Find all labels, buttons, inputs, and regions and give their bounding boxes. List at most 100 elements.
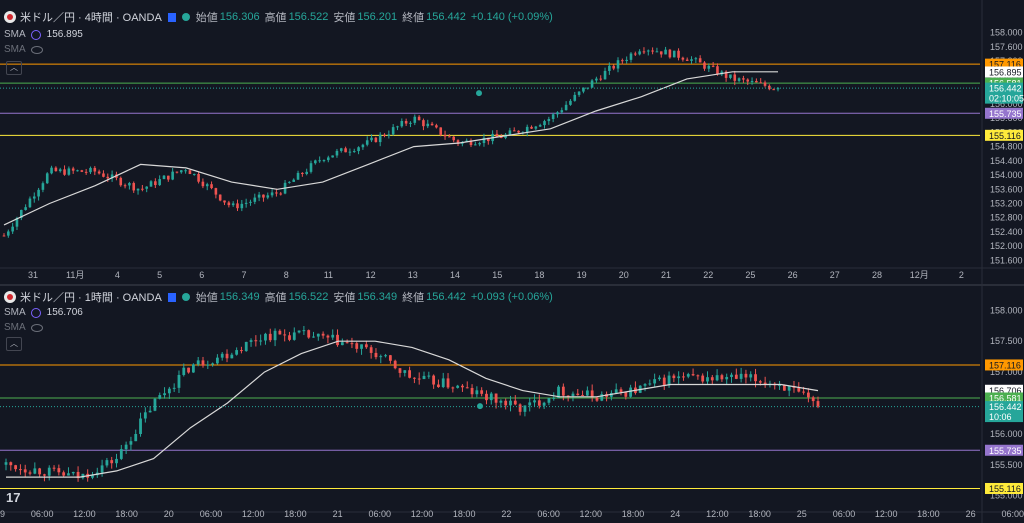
price-tick-label: 156.000 (990, 429, 1023, 439)
sma-legend[interactable]: SMA 156.895 (4, 29, 83, 40)
candle-body (379, 356, 383, 358)
eye-hidden-icon[interactable] (30, 323, 43, 332)
chart-panel-4h[interactable]: 158.000157.600157.200156.800156.400156.0… (0, 0, 1024, 284)
candle-body (231, 203, 235, 206)
candle-body (136, 188, 140, 191)
candle-body (340, 342, 344, 346)
candle-body (638, 51, 641, 55)
candle-body (236, 203, 239, 209)
candle-body (703, 62, 706, 69)
candle-body (398, 368, 402, 373)
candle-body (28, 472, 32, 474)
candle-body (149, 181, 153, 187)
time-tick-label: 31 (28, 270, 38, 280)
countdown-text: 10:06 (989, 412, 1012, 422)
candle-body (102, 173, 105, 177)
chart-canvas-1h[interactable]: 158.000157.500157.000156.500156.000155.5… (0, 286, 1024, 523)
candle-body (797, 387, 801, 392)
price-tick-label: 152.400 (990, 227, 1023, 237)
candle-body (316, 333, 320, 337)
candle-body (408, 370, 411, 378)
eye-hidden-icon[interactable] (30, 45, 43, 54)
candle-body (417, 378, 421, 380)
candle-body (499, 136, 503, 138)
candle-body (296, 172, 300, 180)
ohlc-label: 高値 (264, 292, 287, 304)
candle-body (465, 387, 469, 389)
candle-body (264, 333, 267, 341)
candle-body (214, 188, 218, 195)
candle-body (517, 130, 520, 133)
candle-body (210, 184, 213, 189)
candle-body (270, 192, 274, 196)
candle-body (677, 50, 680, 58)
sma-legend-hidden[interactable]: SMA (4, 44, 43, 55)
sma-legend-hidden[interactable]: SMA (4, 322, 43, 333)
candle-body (513, 400, 517, 405)
candle-body (240, 350, 243, 352)
bookmark-flag-icon[interactable] (167, 292, 176, 302)
change-value: +0.093 (+0.06%) (470, 291, 553, 303)
candle-body (499, 400, 503, 403)
candle-body (123, 185, 127, 187)
candle-body (339, 148, 343, 151)
loading-icon (30, 29, 41, 40)
candle-body (223, 200, 226, 203)
candle-body (184, 170, 187, 172)
collapse-chevron-icon[interactable]: ︿ (6, 61, 22, 75)
candle-body (182, 367, 186, 375)
price-label-text: 156.706 (989, 386, 1022, 396)
price-label-box (985, 66, 1023, 78)
ohlc-label: 高値 (264, 12, 287, 24)
candle-body (608, 65, 611, 71)
candle-body (100, 465, 104, 473)
collapse-chevron-icon[interactable]: ︿ (6, 337, 22, 351)
sma-legend[interactable]: SMA 156.706 (4, 307, 83, 318)
time-tick-label: 18:00 (748, 509, 771, 519)
candle-body (456, 140, 460, 144)
sma-value: 156.895 (46, 29, 83, 40)
ohlc-value: 156.522 (288, 11, 329, 23)
price-label-text: 155.735 (989, 109, 1022, 119)
time-tick-label: 15 (492, 270, 502, 280)
symbol-title[interactable]: 米ドル／円 · 1時間 · OANDA (20, 292, 162, 304)
candle-body (225, 353, 229, 359)
candle-body (374, 137, 378, 143)
candle-body (643, 384, 647, 386)
panel-divider[interactable] (0, 284, 1024, 286)
symbol-title[interactable]: 米ドル／円 · 4時間 · OANDA (20, 12, 162, 24)
candle-body (619, 389, 623, 393)
candle-body (253, 197, 257, 202)
usdjpy-flag-icon (4, 11, 16, 23)
bookmark-flag-icon[interactable] (167, 12, 176, 22)
candle-body (577, 91, 581, 95)
candle-body (489, 393, 493, 401)
candle-body (528, 402, 532, 406)
candle-body (642, 51, 646, 53)
candle-body (603, 70, 607, 80)
time-tick-label: 18:00 (453, 509, 476, 519)
candle-body (158, 179, 161, 186)
time-tick-label: 21 (333, 509, 343, 519)
candle-body (196, 360, 200, 365)
ohlc-label: 終値 (402, 292, 425, 304)
candle-body (58, 169, 62, 172)
chart-canvas-4h[interactable]: 158.000157.600157.200156.800156.400156.0… (0, 0, 1024, 284)
time-tick-label: 4 (115, 270, 120, 280)
time-tick-label: 06:00 (369, 509, 392, 519)
candle-body (106, 176, 110, 179)
candle-body (129, 441, 133, 445)
candle-body (694, 58, 698, 60)
candle-body (698, 58, 702, 63)
price-label-box (985, 58, 1023, 70)
price-label-box (985, 384, 1023, 396)
price-tick-label: 155.000 (990, 491, 1023, 501)
candle-body (422, 375, 426, 380)
candle-body (54, 167, 58, 172)
ohlc-value: 156.522 (288, 291, 329, 303)
time-tick-label: 20 (164, 509, 174, 519)
candle-body (456, 385, 460, 388)
candle-body (344, 148, 347, 153)
tradingview-logo-icon[interactable]: 17 (6, 490, 21, 505)
chart-panel-1h[interactable]: 158.000157.500157.000156.500156.000155.5… (0, 286, 1024, 523)
